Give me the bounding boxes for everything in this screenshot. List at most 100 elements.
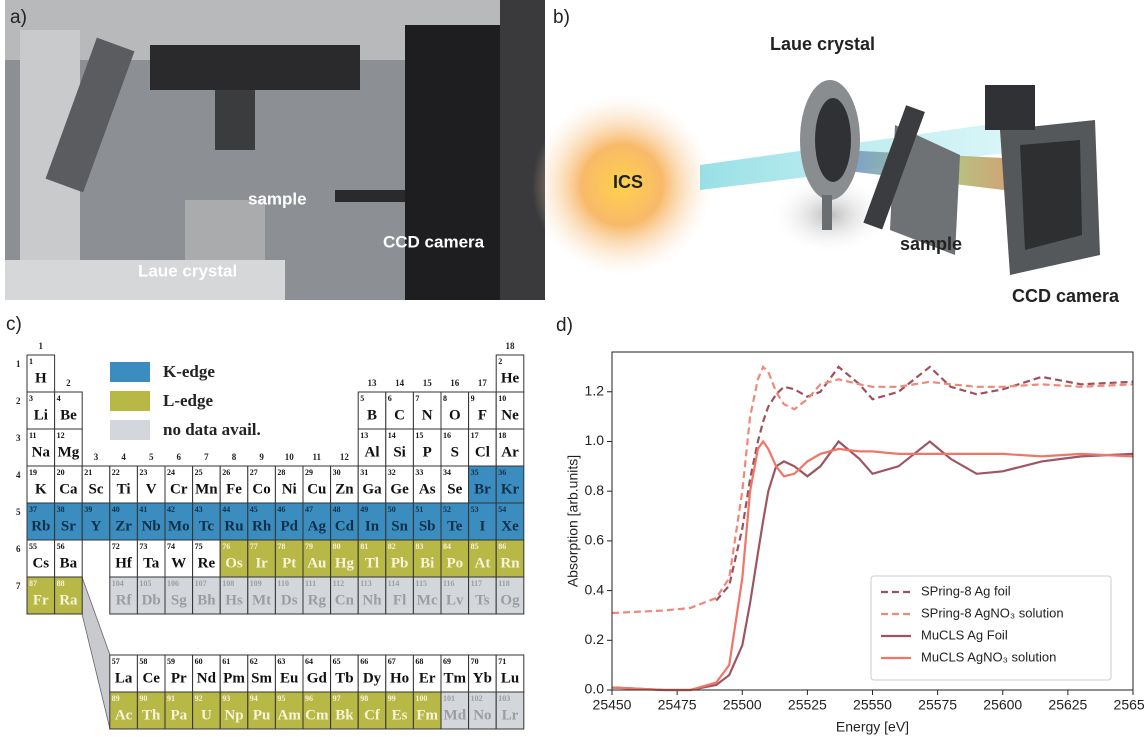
atomic-number: 61	[222, 657, 230, 666]
element-symbol: Br	[474, 481, 491, 497]
element-symbol: Ho	[390, 670, 409, 686]
group-number: 2	[66, 378, 71, 388]
element-symbol: B	[367, 407, 377, 423]
group-number: 6	[177, 452, 182, 462]
atomic-number: 25	[195, 468, 203, 477]
element-symbol: Au	[307, 555, 326, 571]
element-symbol: As	[419, 481, 436, 497]
element-symbol: Ti	[117, 481, 131, 497]
element-symbol: Og	[500, 592, 520, 608]
atomic-number: 19	[29, 468, 37, 477]
element-symbol: Dy	[363, 670, 382, 686]
atomic-number: 68	[415, 657, 423, 666]
legend-label: SPring-8 AgNO₃ solution	[921, 605, 1064, 620]
element-symbol: Pr	[171, 670, 187, 686]
atomic-number: 37	[29, 505, 37, 514]
panel-label: b)	[553, 7, 570, 28]
x-axis-label: Energy [eV]	[836, 719, 909, 735]
atomic-number: 91	[167, 694, 175, 703]
atomic-number: 26	[222, 468, 230, 477]
atomic-number: 41	[139, 505, 147, 514]
element-symbol: Ar	[501, 444, 519, 460]
element-symbol: Ba	[60, 555, 78, 571]
element-symbol: Tl	[365, 555, 379, 571]
element-symbol: Pu	[253, 707, 271, 723]
element-symbol: Cl	[475, 444, 490, 460]
element-symbol: Xe	[501, 518, 519, 534]
atomic-number: 71	[498, 657, 506, 666]
element-symbol: Np	[224, 707, 243, 723]
atomic-number: 59	[167, 657, 175, 666]
element-symbol: Ac	[115, 707, 133, 723]
element-symbol: Ir	[255, 555, 268, 571]
atomic-number: 62	[250, 657, 258, 666]
atomic-number: 110	[277, 579, 289, 588]
group-number: 16	[450, 378, 460, 388]
atomic-number: 65	[333, 657, 341, 666]
element-symbol: Tm	[444, 670, 467, 686]
element-symbol: Rb	[31, 518, 50, 534]
atomic-number: 79	[305, 542, 313, 551]
atomic-number: 35	[471, 468, 479, 477]
atomic-number: 55	[29, 542, 37, 551]
atomic-number: 8	[443, 394, 447, 403]
diagram-label: sample	[900, 234, 962, 254]
photo	[5, 0, 545, 300]
period-number: 5	[16, 507, 21, 517]
atomic-number: 21	[84, 468, 92, 477]
element-symbol: Zn	[335, 481, 354, 497]
element-symbol: W	[171, 555, 186, 571]
element-symbol: Hs	[225, 592, 243, 608]
element-symbol: Md	[444, 707, 467, 723]
y-tick-label: 0.8	[585, 482, 605, 498]
y-tick-label: 0.0	[585, 681, 605, 697]
element-symbol: Sb	[419, 518, 436, 534]
atomic-number: 115	[415, 579, 427, 588]
legend-swatch	[110, 420, 150, 440]
atomic-number: 84	[443, 542, 451, 551]
element-symbol: Al	[365, 444, 380, 460]
atomic-number: 3	[29, 394, 33, 403]
atomic-number: 97	[333, 694, 341, 703]
atomic-number: 96	[305, 694, 313, 703]
atomic-number: 12	[57, 431, 65, 440]
element-symbol: Am	[278, 707, 302, 723]
element-symbol: Gd	[307, 670, 328, 686]
y-tick-label: 0.4	[585, 581, 605, 597]
photo-label: Laue crystal	[138, 261, 237, 280]
element-symbol: Rg	[308, 592, 327, 608]
atomic-number: 1	[29, 357, 33, 366]
element-symbol: Cf	[364, 707, 381, 723]
data-line	[716, 367, 1133, 601]
panel-label: d)	[556, 315, 573, 336]
atomic-number: 60	[195, 657, 203, 666]
period-number: 2	[16, 396, 21, 406]
atomic-number: 95	[277, 694, 285, 703]
atomic-number: 113	[360, 579, 372, 588]
element-symbol: P	[423, 444, 432, 460]
element-symbol: C	[394, 407, 405, 423]
group-number: 4	[121, 452, 126, 462]
element-symbol: F	[478, 407, 487, 423]
element-symbol: Rf	[116, 592, 133, 608]
element-symbol: Cd	[335, 518, 355, 534]
element-symbol: Lv	[446, 592, 464, 608]
element-symbol: Fr	[33, 592, 49, 608]
element-symbol: Zr	[115, 518, 132, 534]
element-symbol: Sn	[391, 518, 408, 534]
x-tick-label: 25475	[658, 697, 697, 713]
photo-label: CCD camera	[383, 232, 485, 251]
element-symbol: Ne	[501, 407, 519, 423]
x-tick-label: 25575	[918, 697, 957, 713]
group-number: 17	[478, 378, 488, 388]
atomic-number: 53	[471, 505, 479, 514]
y-axis-label: Absorption [arb.units]	[565, 455, 581, 587]
atomic-number: 32	[388, 468, 396, 477]
element-symbol: Eu	[280, 670, 298, 686]
element-symbol: Es	[392, 707, 408, 723]
element-symbol: Tb	[335, 670, 353, 686]
atomic-number: 48	[333, 505, 341, 514]
atomic-number: 33	[415, 468, 423, 477]
group-number: 8	[232, 452, 237, 462]
legend-swatch	[110, 391, 150, 411]
